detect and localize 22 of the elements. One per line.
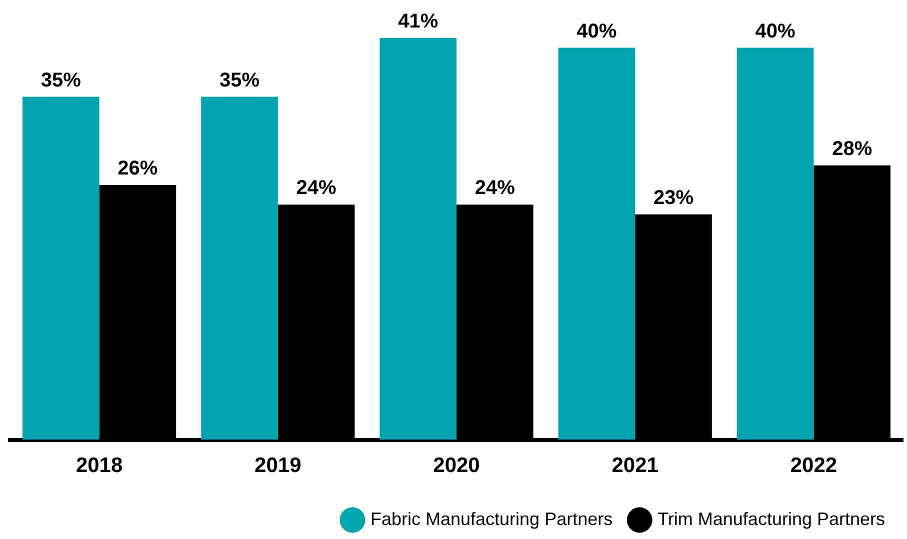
bar [380,38,456,440]
data-label: 26% [118,158,158,180]
data-label: 35% [40,69,82,92]
data-label: 40% [576,20,617,42]
x-tick-label: 2021 [612,454,659,478]
x-tick-label: 2020 [433,454,480,478]
legend-label: Trim Manufacturing Partners [658,508,886,529]
data-label: 40% [755,20,796,42]
data-label: 24% [474,177,516,200]
x-tick-label: 2022 [790,454,838,478]
data-label: 24% [296,177,337,200]
x-tick-label: 2019 [254,454,302,478]
data-label: 23% [653,186,694,209]
bar [22,96,100,440]
data-label: 28% [832,138,872,160]
legend-label: Fabric Manufacturing Partners [370,508,613,529]
bar [736,48,814,440]
x-tick-label: 2018 [76,454,123,478]
bar [201,96,278,440]
bar [558,48,636,440]
data-label: 41% [398,10,438,33]
data-label: 35% [219,69,260,92]
